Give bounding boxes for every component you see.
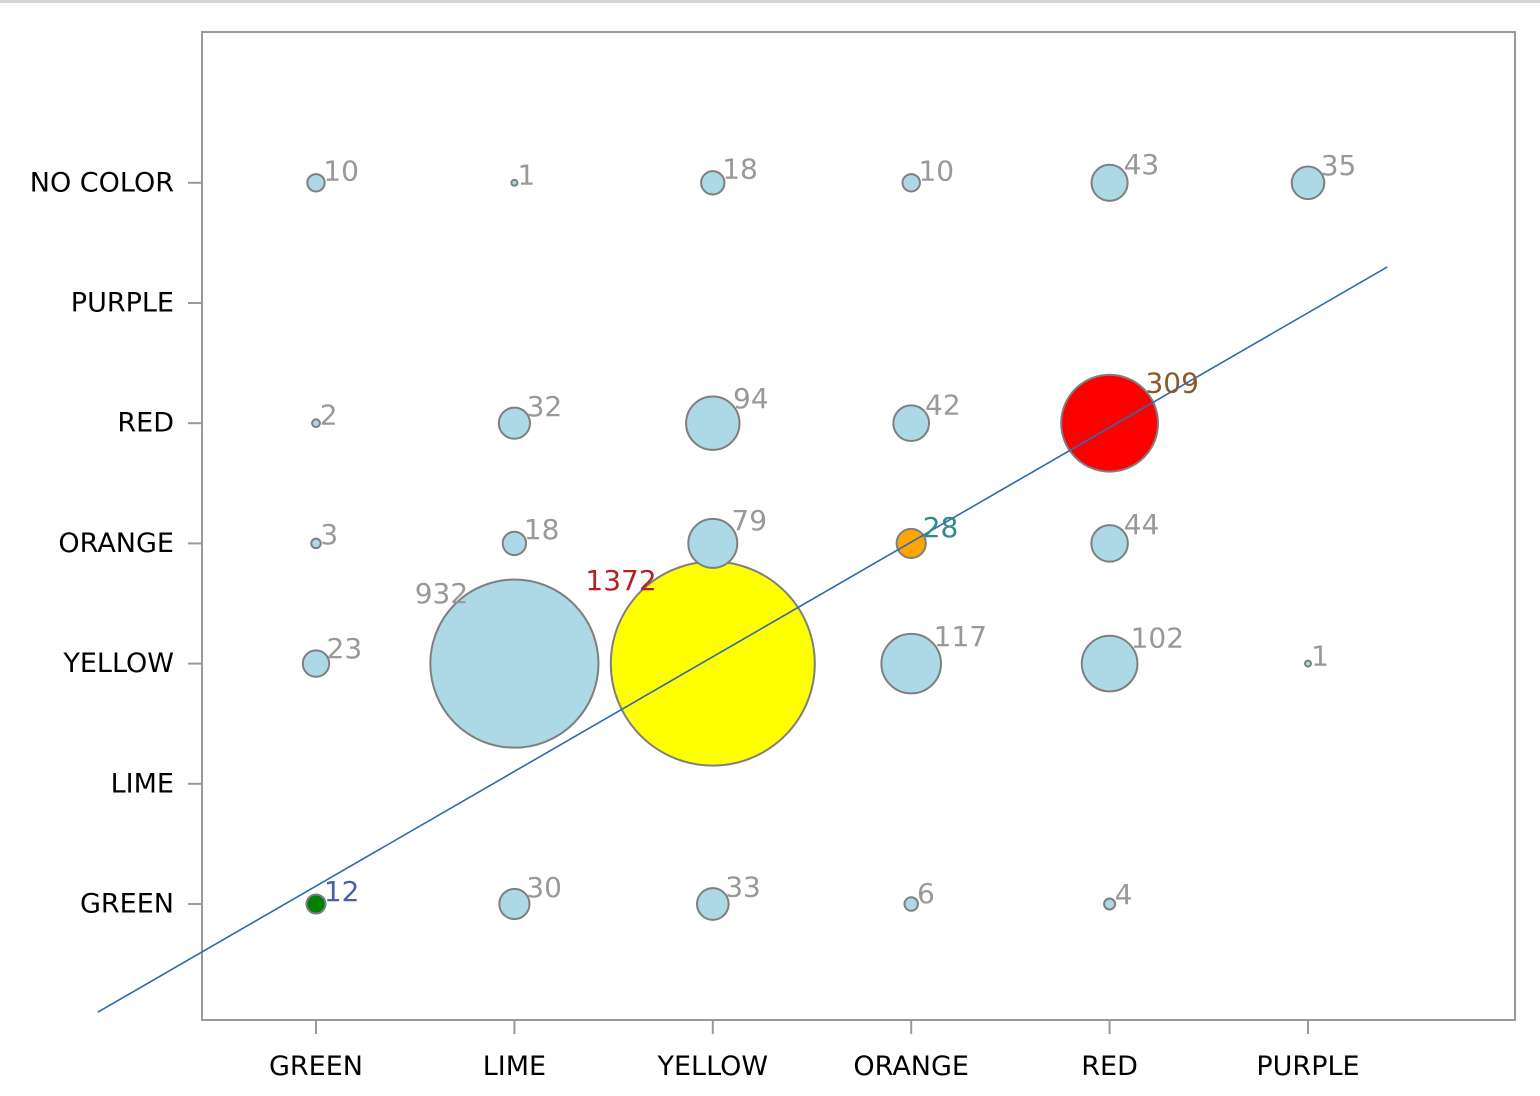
y-tick-label-orange: ORANGE xyxy=(58,528,174,559)
bubble-label-lime-green: 30 xyxy=(526,871,562,904)
bubble-label-yellow-red: 94 xyxy=(733,382,769,415)
bubble-label-red-no-color: 43 xyxy=(1124,148,1160,181)
bubble-orange-yellow xyxy=(880,632,942,695)
bubble-label-purple-no-color: 35 xyxy=(1321,149,1357,182)
reference-line-layer xyxy=(97,266,1388,1013)
bubble-label-yellow-yellow: 1372 xyxy=(585,564,656,597)
bubble-label-orange-green: 6 xyxy=(917,877,935,910)
bubble-label-orange-red: 42 xyxy=(925,388,961,421)
bubble-label-green-no-color: 10 xyxy=(323,155,359,188)
bubble-green-no-color xyxy=(306,173,326,193)
bubble-green-orange xyxy=(310,537,322,550)
bubble-red-yellow xyxy=(1080,634,1139,693)
plot-area-frame xyxy=(201,31,1516,1021)
x-tick-label-green: GREEN xyxy=(269,1051,363,1082)
bubble-red-orange xyxy=(1090,524,1129,563)
bubble-yellow-red xyxy=(685,395,741,451)
bubble-orange-orange xyxy=(895,527,927,559)
y-axis: GREEN LIME YELLOW ORANGE RED PURPLE NO COLOR xyxy=(30,167,202,920)
bubble-orange-green xyxy=(903,896,919,912)
bubble-orange-no-color xyxy=(901,173,921,193)
reference-line xyxy=(97,266,1388,1013)
bubble-red-red xyxy=(1060,373,1160,473)
bubble-yellow-orange xyxy=(687,517,739,569)
bubble-label-red-red: 309 xyxy=(1145,366,1198,399)
bubble-purple-yellow xyxy=(1304,659,1312,668)
x-tick-label-orange: ORANGE xyxy=(853,1051,969,1082)
bubble-label-yellow-orange: 79 xyxy=(731,504,767,537)
bubble-red-no-color xyxy=(1090,163,1129,202)
bubble-layer xyxy=(301,163,1326,921)
bubble-label-green-yellow: 23 xyxy=(327,632,363,665)
x-tick-label-red: RED xyxy=(1081,1051,1138,1082)
x-tick-label-purple: PURPLE xyxy=(1256,1051,1359,1082)
bubble-lime-red xyxy=(497,406,531,440)
bubble-purple-no-color xyxy=(1290,165,1326,201)
x-axis: GREEN LIME YELLOW ORANGE RED PURPLE xyxy=(269,1020,1360,1082)
y-tick-label-lime: LIME xyxy=(111,768,174,799)
y-tick-label-purple: PURPLE xyxy=(71,288,174,319)
bubble-label-orange-no-color: 10 xyxy=(918,155,954,188)
y-tick-label-red: RED xyxy=(117,408,174,439)
bubble-label-green-orange: 3 xyxy=(320,518,338,551)
x-tick-label-lime: LIME xyxy=(483,1051,546,1082)
bubble-green-green xyxy=(305,893,327,915)
bubble-label-red-yellow: 102 xyxy=(1131,622,1184,655)
y-tick-label-green: GREEN xyxy=(80,889,174,920)
bubble-label-orange-yellow: 117 xyxy=(934,620,987,653)
bubble-label-yellow-no-color: 18 xyxy=(722,152,758,185)
x-tick-label-yellow: YELLOW xyxy=(656,1051,768,1082)
bubble-lime-no-color xyxy=(510,178,519,187)
bubble-red-green xyxy=(1103,897,1117,911)
bubble-green-yellow xyxy=(301,649,331,678)
bubble-lime-green xyxy=(498,887,531,921)
bubble-label-green-red: 2 xyxy=(320,398,338,431)
y-tick-label-no-color: NO COLOR xyxy=(30,167,174,198)
bubble-yellow-green xyxy=(695,887,730,921)
bubble-lime-yellow xyxy=(429,578,600,749)
bubble-label-red-green: 4 xyxy=(1115,878,1133,911)
bubble-label-green-green: 12 xyxy=(324,875,360,908)
bubble-label-purple-yellow: 1 xyxy=(1311,639,1329,672)
bubble-yellow-no-color xyxy=(700,170,726,196)
bubble-orange-red xyxy=(892,404,931,443)
bubble-label-orange-orange: 28 xyxy=(923,511,959,544)
y-tick-label-yellow: YELLOW xyxy=(62,648,174,679)
bubble-label-lime-yellow: 932 xyxy=(415,577,468,610)
bubble-label-red-orange: 44 xyxy=(1124,508,1160,541)
top-divider xyxy=(0,0,1540,3)
bubble-lime-orange xyxy=(501,530,528,557)
bubble-green-red xyxy=(311,418,321,429)
bubble-label-lime-orange: 18 xyxy=(524,513,560,546)
bubble-label-yellow-green: 33 xyxy=(725,871,761,904)
bubble-label-lime-no-color: 1 xyxy=(518,159,536,192)
bubble-label-lime-red: 32 xyxy=(527,390,563,423)
